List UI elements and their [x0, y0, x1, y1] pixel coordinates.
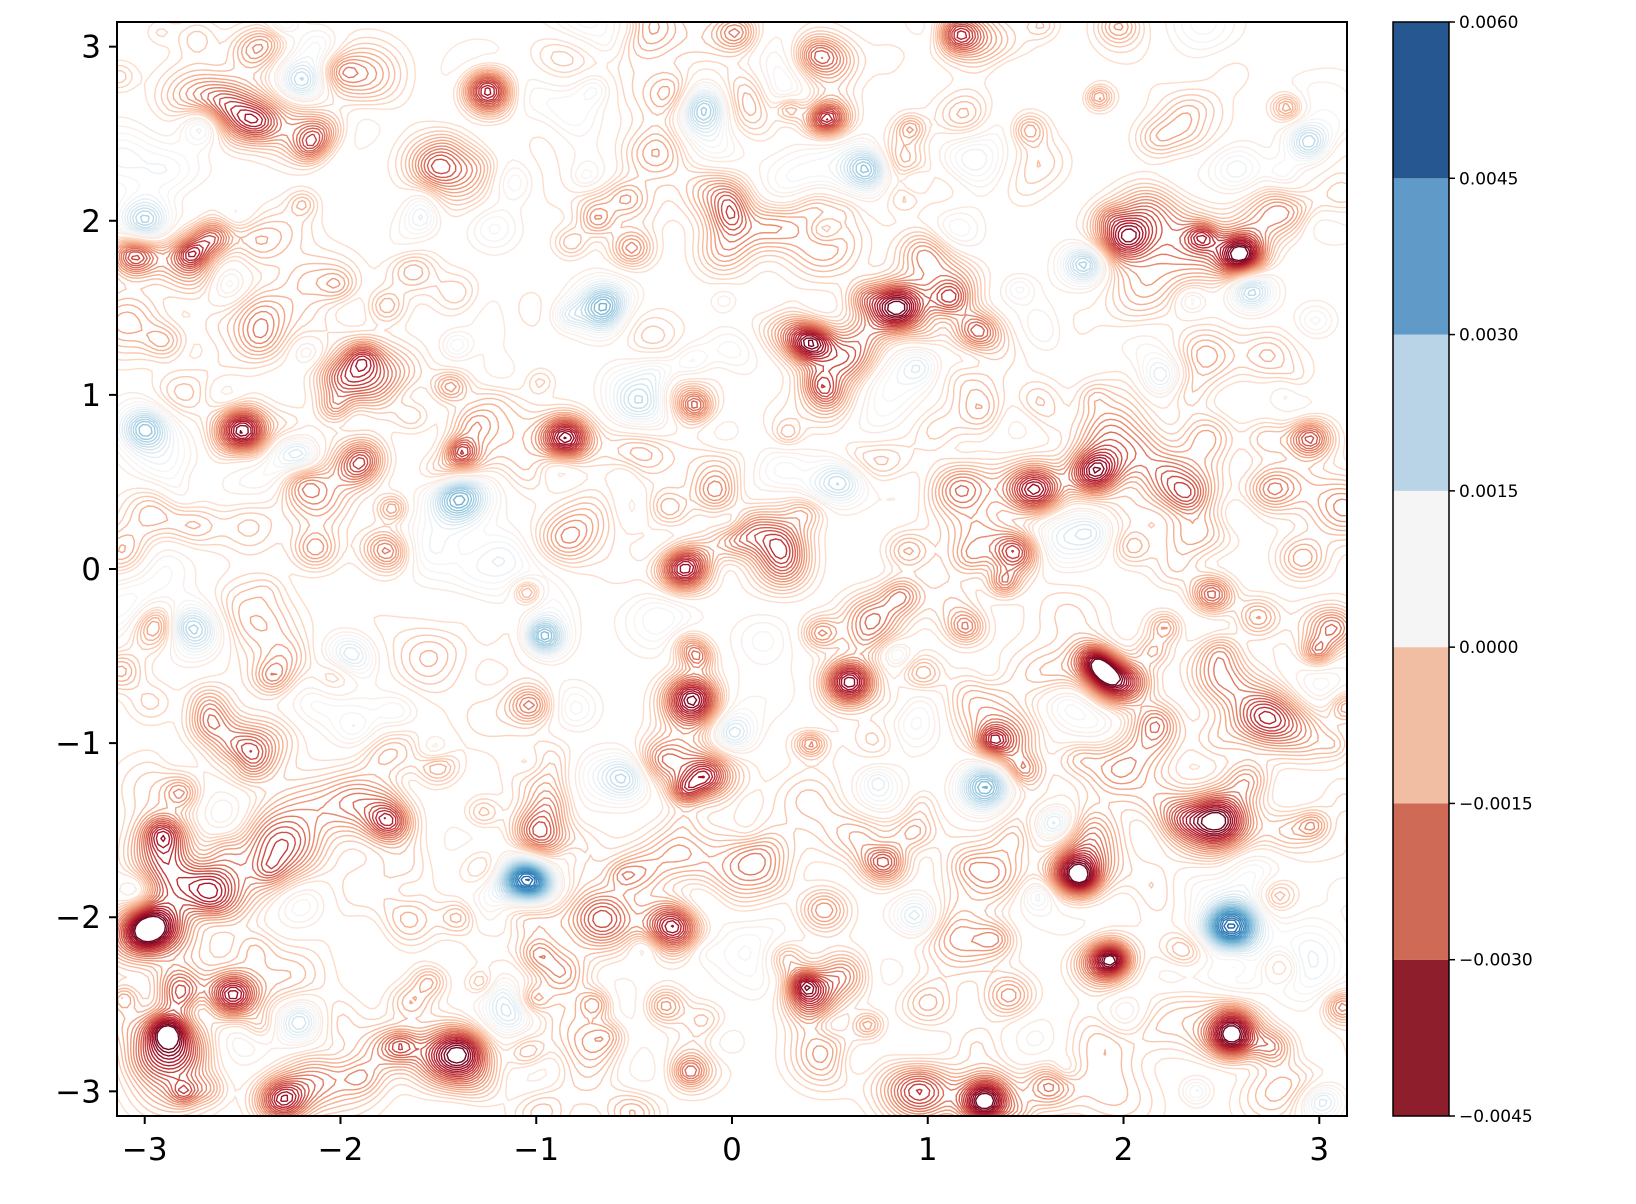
contour-level: [122, 23, 1315, 1116]
contour-level: [118, 22, 1338, 1116]
contour-level: [514, 870, 1245, 938]
y-tick-label: −3: [55, 1074, 101, 1110]
x-tick-label: 2: [1114, 1132, 1134, 1168]
colorbar-tick-label: 0.0060: [1459, 13, 1518, 33]
contour-level: [117, 22, 1343, 1116]
plot-area: [116, 21, 1348, 1117]
contour-level: [132, 102, 1257, 948]
contour-level: [509, 867, 1250, 942]
contour-level: [117, 22, 1347, 1116]
colorbar-tick-label: −0.0045: [1459, 1107, 1533, 1127]
contour-level: [123, 25, 1287, 1116]
y-tick-label: 0: [81, 552, 101, 588]
contour-level: [117, 22, 1343, 1116]
colorbar-ticks: −0.0045 −0.0030 −0.0015 0.0000 0.0015 0.0030 0…: [1449, 13, 1533, 1127]
colorbar-band: [1393, 22, 1449, 179]
contour-level: [524, 878, 1236, 929]
contour-level: [125, 67, 1322, 1031]
contour-level: [449, 298, 1253, 944]
contour-level: [520, 875, 1239, 933]
colorbar-band: [1393, 959, 1449, 1116]
colorbar-band: [1393, 334, 1449, 491]
contour-level: [452, 302, 1251, 943]
contour-level: [517, 873, 1242, 935]
contour-level: [117, 22, 1347, 1116]
y-axis: −3 −2 −1 0 1 2 3: [55, 30, 117, 1110]
colorbar-tick-label: 0.0015: [1459, 482, 1518, 502]
contour-level: [117, 22, 1347, 1116]
y-tick-label: 1: [81, 378, 101, 414]
x-tick-label: −3: [122, 1132, 168, 1168]
contour-level: [117, 22, 1347, 1116]
colorbar-tick-label: 0.0000: [1459, 638, 1518, 658]
colorbar-tick-label: −0.0030: [1459, 951, 1533, 971]
contour-level: [128, 87, 1255, 1115]
x-axis: −3 −2 −1 0 1 2 3: [122, 1116, 1329, 1168]
contour-level: [121, 61, 1333, 1112]
contour-level: [129, 225, 1254, 1114]
contour-level: [512, 869, 1247, 940]
contour-level: [138, 164, 1254, 945]
colorbar-bands: [1393, 22, 1449, 1116]
x-tick-label: 0: [722, 1132, 742, 1168]
x-tick-label: −1: [513, 1132, 559, 1168]
colorbar-band: [1393, 803, 1449, 960]
contour-lines: [117, 22, 1347, 1116]
contour-level: [117, 22, 1347, 1116]
contour-level: [135, 106, 1256, 947]
contour-level: [117, 55, 1336, 1115]
contour-level: [132, 244, 1251, 1111]
contour-level: [117, 22, 1347, 1116]
contour-level: [117, 22, 1347, 1116]
y-tick-label: −2: [55, 900, 101, 936]
colorbar-tick-label: 0.0030: [1459, 326, 1518, 346]
contour-level: [131, 228, 1252, 1113]
contour-level: [117, 22, 1347, 1116]
contour-level: [117, 22, 1339, 1116]
colorbar-band: [1393, 647, 1449, 804]
x-tick-label: 3: [1309, 1132, 1329, 1168]
contour-level: [126, 30, 1277, 1116]
contour-level: [511, 868, 1248, 941]
y-tick-label: 3: [81, 30, 101, 66]
contour-level: [117, 22, 1347, 1116]
colorbar-frame: [1392, 21, 1450, 1117]
contour-level: [117, 22, 1347, 1116]
y-tick-label: −1: [55, 726, 101, 762]
x-tick-label: −2: [318, 1132, 364, 1168]
y-tick-label: 2: [81, 204, 101, 240]
contour-level: [128, 71, 1319, 950]
colorbar-band: [1393, 178, 1449, 335]
contour-level: [125, 27, 1282, 1116]
contour-level: [120, 22, 1319, 1116]
colorbar-band: [1393, 490, 1449, 648]
colorbar-tick-label: −0.0015: [1459, 794, 1533, 814]
contour-level: [123, 64, 1328, 1108]
colorbar-tick-label: 0.0045: [1459, 169, 1518, 189]
contour-level: [130, 76, 1316, 949]
colorbar: −0.0045 −0.0030 −0.0015 0.0000 0.0015 0.0030 0…: [1392, 13, 1533, 1127]
contour-level: [133, 245, 1249, 1110]
contour-level: [516, 872, 1244, 937]
x-tick-label: 1: [918, 1132, 938, 1168]
